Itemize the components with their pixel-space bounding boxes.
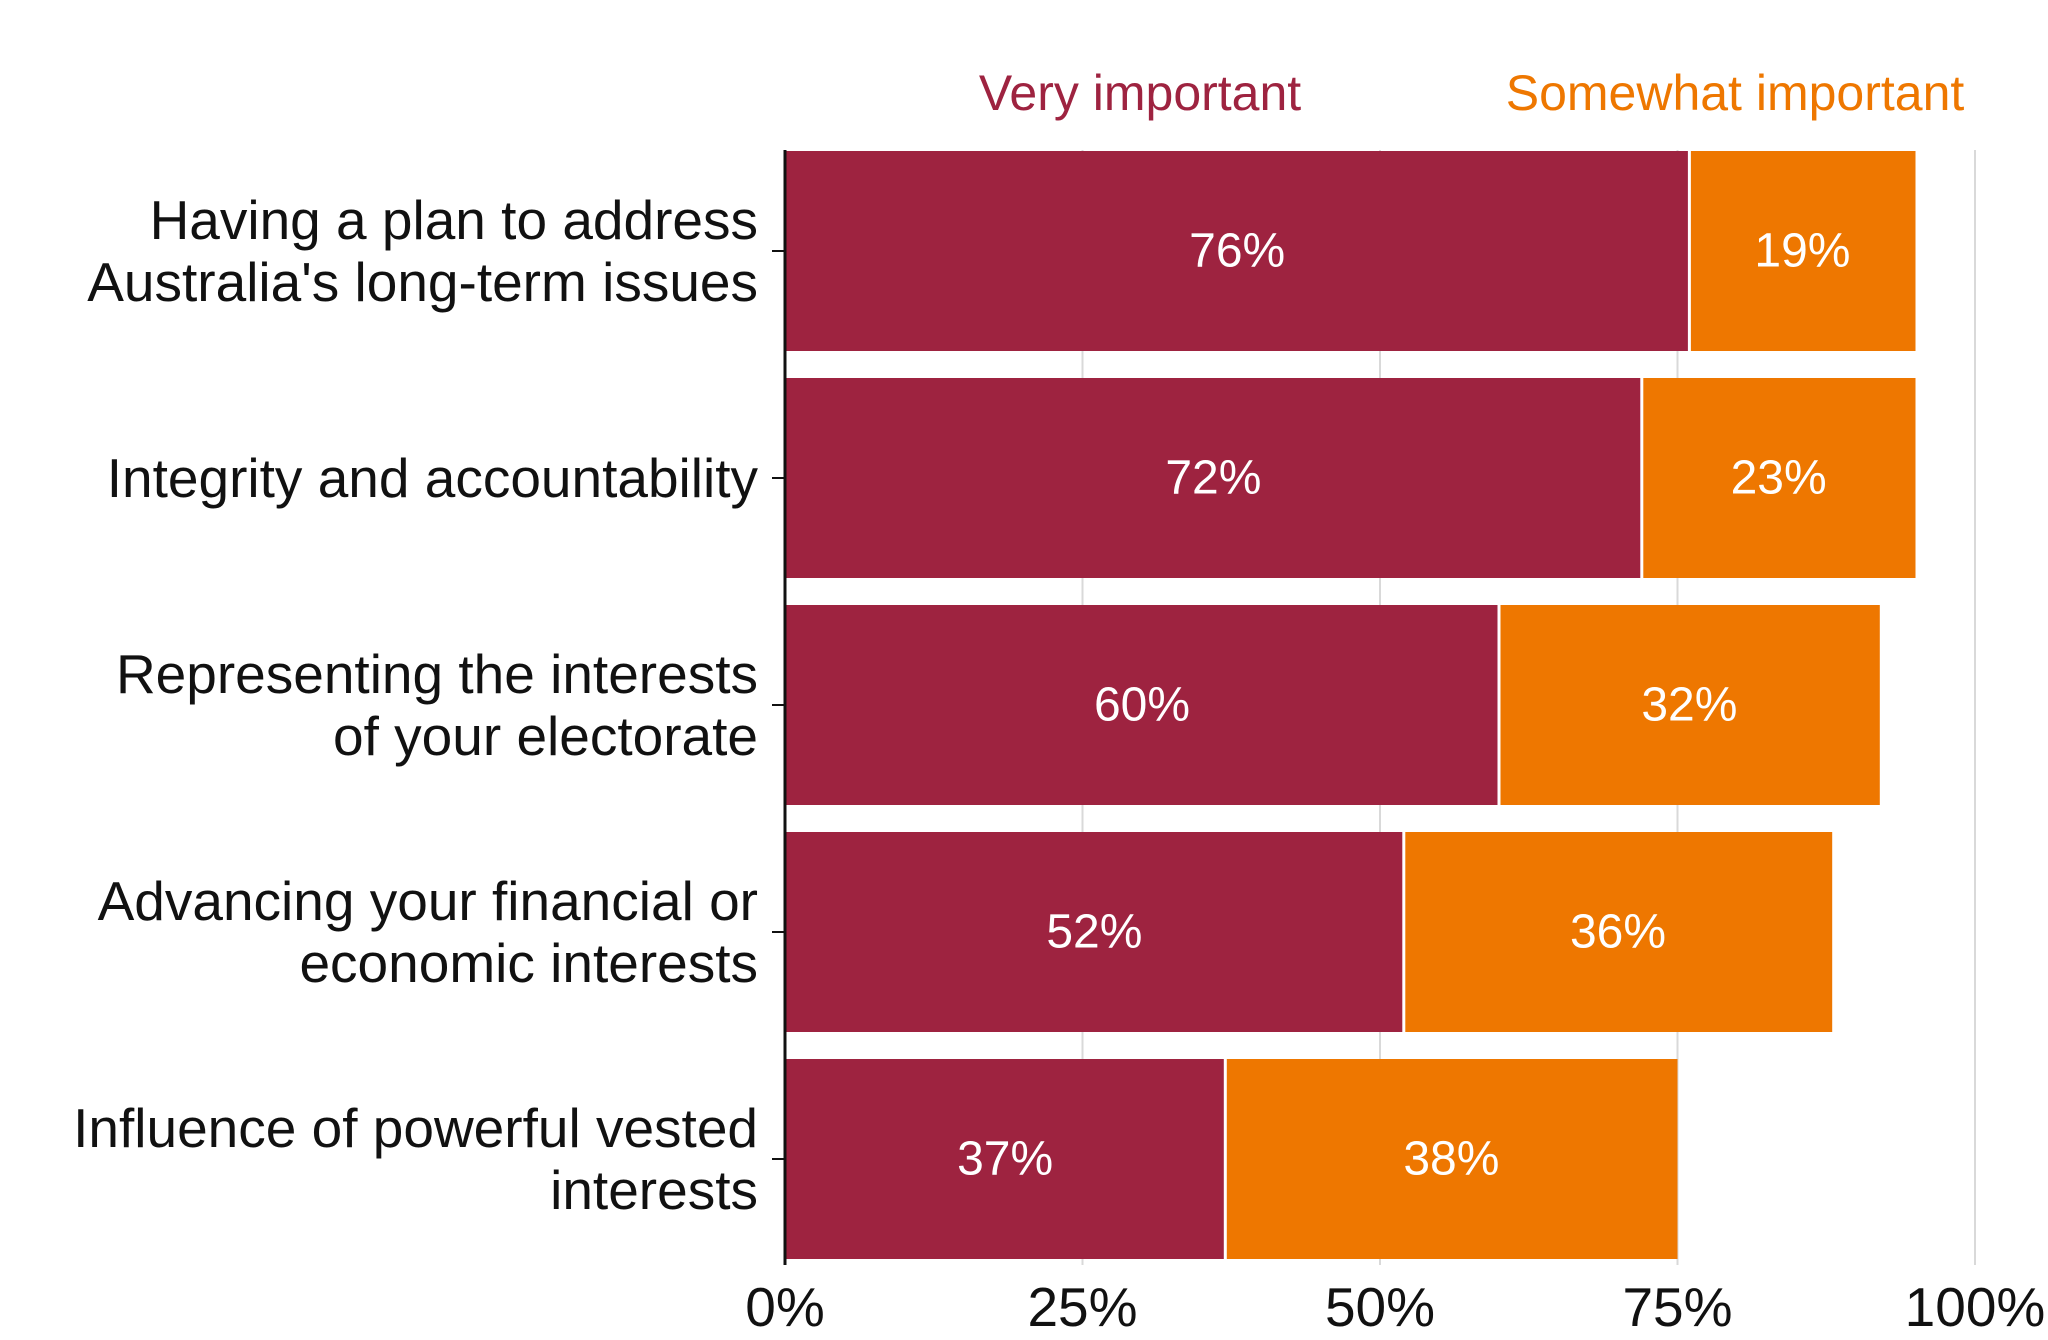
- data-label: 32%: [1641, 679, 1737, 732]
- x-tick-label: 25%: [1027, 1276, 1137, 1338]
- bar-somewhat-important: [1403, 832, 1833, 1032]
- bar-very-important: [785, 832, 1404, 1032]
- bars: 76% 19% 72% 23% 60% 32% 52% 36% 37% 38%: [785, 151, 1916, 1259]
- category-label: Influence of powerful vested interests: [73, 1097, 758, 1221]
- data-label: 38%: [1403, 1133, 1499, 1186]
- category-labels: Having a plan to address Australia's long…: [73, 189, 758, 1221]
- data-label: 76%: [1189, 225, 1285, 278]
- legend-item: Somewhat important: [1506, 65, 1965, 121]
- data-label: 37%: [957, 1133, 1053, 1186]
- bar-somewhat-important: [1225, 1059, 1678, 1259]
- data-label: 72%: [1165, 452, 1261, 505]
- bar-very-important: [785, 151, 1690, 351]
- x-tick-label: 0%: [745, 1276, 825, 1338]
- data-label: 23%: [1731, 452, 1827, 505]
- y-axis: [772, 150, 787, 1265]
- data-label: 19%: [1754, 225, 1850, 278]
- data-label: 36%: [1570, 906, 1666, 959]
- data-label: 60%: [1094, 679, 1190, 732]
- bar-very-important: [785, 378, 1642, 578]
- legend-item: Very important: [979, 65, 1301, 121]
- x-tick-label: 50%: [1325, 1276, 1435, 1338]
- x-tick-label: 75%: [1622, 1276, 1732, 1338]
- category-label: Integrity and accountability: [107, 447, 759, 509]
- bar-somewhat-important: [1641, 378, 1916, 578]
- category-label: Advancing your financial or economic inte…: [98, 870, 758, 994]
- bar-somewhat-important: [1689, 151, 1916, 351]
- x-tick-label: 100%: [1905, 1276, 2046, 1338]
- bar-very-important: [785, 605, 1499, 805]
- bar-very-important: [785, 1059, 1226, 1259]
- legend: Very important Somewhat important: [979, 65, 1965, 121]
- category-label: Having a plan to address Australia's long…: [87, 189, 758, 313]
- category-label: Representing the interests of your electo…: [116, 643, 758, 767]
- data-label: 52%: [1046, 906, 1142, 959]
- x-axis-tick-labels: 0% 25% 50% 75% 100%: [745, 1276, 2045, 1338]
- bar-somewhat-important: [1499, 605, 1880, 805]
